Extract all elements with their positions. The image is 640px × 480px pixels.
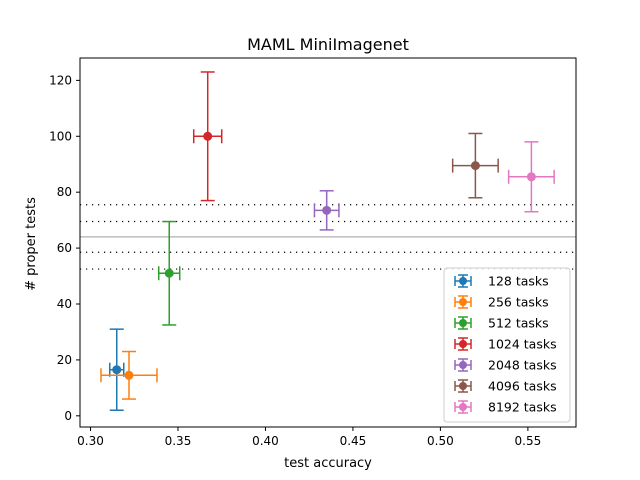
legend-swatch-marker (459, 298, 467, 306)
x-tick-label: 0.45 (340, 434, 367, 448)
y-tick-label: 40 (57, 297, 72, 311)
legend: 128 tasks 256 tasks 512 tasks 1024 tasks 204… (443, 267, 571, 423)
legend-label: 128 tasks (488, 274, 549, 289)
legend-entry: 256 tasks (454, 295, 549, 310)
legend-entry: 512 tasks (454, 316, 549, 331)
legend-entry: 8192 tasks (454, 400, 557, 415)
x-tick-label: 0.40 (252, 434, 279, 448)
y-tick-label: 0 (64, 409, 72, 423)
y-tick-label: 60 (57, 241, 72, 255)
legend-label: 8192 tasks (488, 400, 557, 415)
axes: 0.30 0.35 0.40 0.45 0.50 0.55 0 20 40 60 80 100 120 (49, 57, 577, 448)
plot-area (80, 71, 576, 411)
data-point (203, 131, 213, 141)
y-axis-label: # proper tests (24, 197, 39, 291)
x-axis-label: test accuracy (284, 456, 372, 471)
legend-label: 1024 tasks (488, 337, 557, 352)
series-2048-tasks (313, 190, 340, 231)
x-tick-label: 0.50 (427, 434, 454, 448)
series-1024-tasks (192, 71, 223, 202)
legend-label: 2048 tasks (488, 358, 557, 373)
data-point (322, 205, 332, 215)
legend-entry: 2048 tasks (454, 358, 557, 373)
data-point (164, 268, 174, 278)
legend-entry: 128 tasks (454, 274, 549, 289)
legend-label: 256 tasks (488, 295, 549, 310)
legend-label: 4096 tasks (488, 379, 557, 394)
series-512-tasks (157, 220, 181, 326)
legend-swatch-marker (459, 403, 467, 411)
data-point (112, 365, 122, 375)
legend-swatch-marker (459, 340, 467, 348)
chart-title: MAML MiniImagenet (247, 35, 409, 54)
series-8192-tasks (507, 141, 555, 213)
y-tick-label: 80 (57, 185, 72, 199)
x-tick-label: 0.35 (165, 434, 192, 448)
x-tick-label: 0.30 (77, 434, 104, 448)
y-tick-label: 120 (49, 73, 72, 87)
legend-entry: 4096 tasks (454, 379, 557, 394)
y-tick-label: 100 (49, 129, 72, 143)
axes-frame (79, 57, 577, 428)
y-tick-label: 20 (57, 353, 72, 367)
data-point (526, 172, 536, 182)
legend-swatch-marker (459, 319, 467, 327)
series-4096-tasks (451, 132, 499, 199)
legend-swatch-marker (459, 361, 467, 369)
data-point (124, 370, 134, 380)
legend-label: 512 tasks (488, 316, 549, 331)
x-tick-label: 0.55 (515, 434, 542, 448)
legend-swatch-marker (459, 277, 467, 285)
legend-box (443, 267, 571, 423)
series-256-tasks (100, 350, 158, 400)
data-point (470, 161, 480, 171)
series-128-tasks (108, 328, 125, 411)
legend-swatch-marker (459, 382, 467, 390)
legend-entry: 1024 tasks (454, 337, 557, 352)
